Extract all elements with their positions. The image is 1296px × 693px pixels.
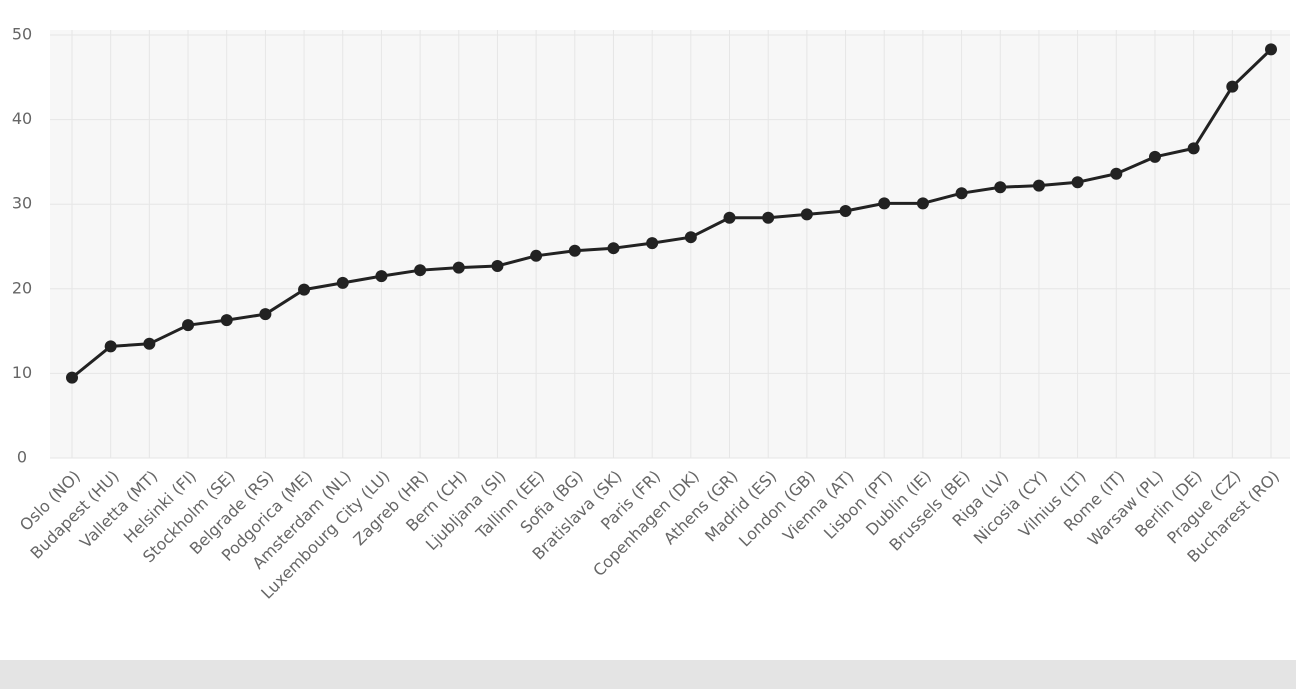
point xyxy=(1187,142,1200,155)
point xyxy=(994,181,1007,194)
point xyxy=(839,204,852,217)
point xyxy=(336,276,349,289)
y-tick-label: 40 xyxy=(12,109,32,128)
plot-area xyxy=(50,30,1290,458)
point xyxy=(259,308,272,321)
point xyxy=(955,187,968,200)
y-tick-label: 0 xyxy=(17,448,27,467)
point xyxy=(1032,179,1045,192)
point xyxy=(491,259,504,272)
point xyxy=(143,337,156,350)
point xyxy=(375,270,388,283)
point xyxy=(916,197,929,210)
point xyxy=(878,197,891,210)
point xyxy=(220,314,233,327)
point xyxy=(1226,80,1239,93)
y-tick-label: 20 xyxy=(12,278,32,297)
point xyxy=(1071,176,1084,189)
point xyxy=(1148,150,1161,163)
point xyxy=(723,211,736,224)
line xyxy=(71,48,1273,379)
y-tick-label: 50 xyxy=(12,25,32,44)
point xyxy=(66,371,78,384)
point xyxy=(452,261,465,274)
point xyxy=(800,208,813,221)
point xyxy=(1110,167,1123,180)
point xyxy=(568,244,581,257)
point xyxy=(762,211,775,224)
point xyxy=(646,237,659,250)
point xyxy=(104,340,117,353)
point xyxy=(1265,43,1277,56)
point xyxy=(530,249,543,262)
point xyxy=(684,231,697,244)
y-tick-label: 10 xyxy=(12,363,32,382)
y-tick-label: 30 xyxy=(12,194,32,213)
point xyxy=(414,264,427,277)
bottom-bar xyxy=(0,660,1296,689)
point xyxy=(182,319,195,332)
point xyxy=(298,283,311,296)
point xyxy=(607,242,620,255)
